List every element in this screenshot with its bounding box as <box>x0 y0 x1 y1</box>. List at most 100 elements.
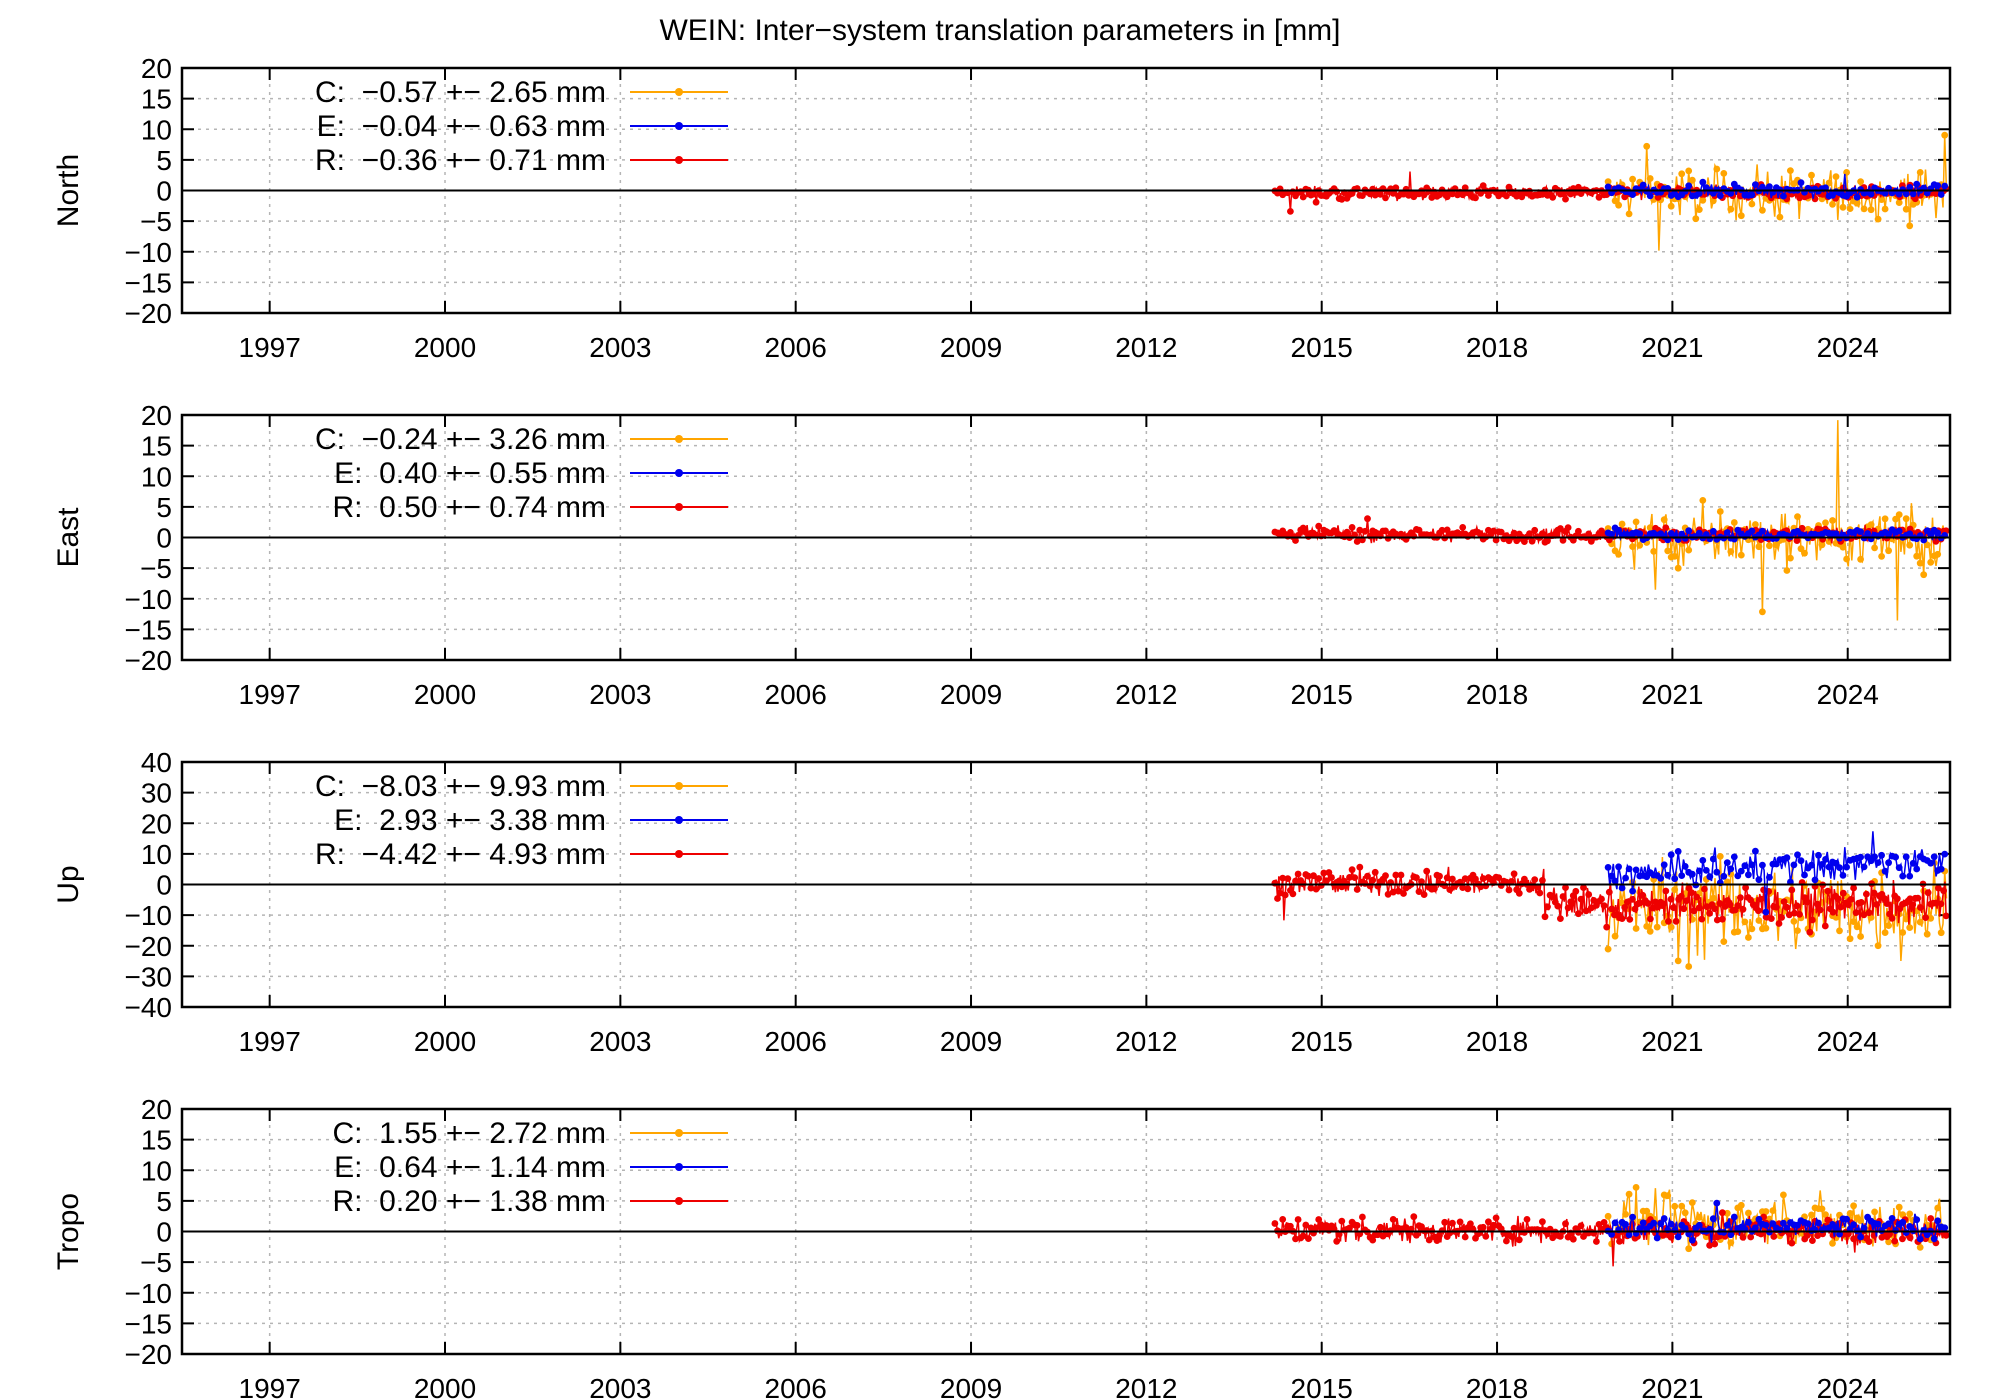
data-point-C <box>1832 913 1840 921</box>
y-tick-label: 15 <box>141 1125 172 1156</box>
data-point-R <box>1531 526 1539 534</box>
data-point-C <box>1692 215 1700 223</box>
data-point-C <box>1829 517 1836 524</box>
data-point-C <box>1709 197 1717 205</box>
data-point-E <box>1608 872 1615 880</box>
data-point-R <box>1567 190 1575 198</box>
data-point-R <box>1292 1235 1299 1243</box>
y-tick-label: −20 <box>125 298 173 329</box>
data-point-R <box>1775 920 1783 927</box>
data-point-R <box>1497 528 1505 536</box>
data-point-R <box>1803 898 1811 906</box>
x-tick-label: 2024 <box>1817 332 1879 363</box>
data-point-C <box>1934 550 1942 558</box>
data-point-R <box>1636 899 1644 907</box>
data-point-R <box>1773 903 1780 911</box>
data-point-C <box>1867 206 1875 214</box>
data-point-E <box>1818 861 1826 868</box>
data-point-R <box>1778 914 1785 921</box>
data-point-R <box>1397 871 1405 879</box>
data-point-E <box>1853 193 1861 201</box>
data-point-R <box>1865 909 1873 917</box>
legend-marker-R <box>675 156 683 164</box>
y-tick-label: −10 <box>125 237 173 268</box>
data-point-C <box>1808 1211 1815 1219</box>
data-point-R <box>1299 193 1307 201</box>
data-point-R <box>1600 902 1608 909</box>
data-point-R <box>1459 191 1467 199</box>
data-point-R <box>1711 1240 1719 1248</box>
data-point-E <box>1745 871 1752 879</box>
data-point-R <box>1618 915 1626 922</box>
data-point-C <box>1829 1239 1836 1247</box>
data-point-R <box>1418 878 1425 886</box>
data-point-R <box>1569 1235 1577 1243</box>
data-point-C <box>1688 1199 1696 1206</box>
data-point-R <box>1747 1233 1755 1241</box>
data-point-R <box>1603 923 1611 931</box>
data-point-E <box>1815 1219 1822 1227</box>
data-point-C <box>1625 1190 1633 1198</box>
data-point-C <box>1899 929 1907 936</box>
y-tick-label: 5 <box>156 1186 172 1217</box>
data-point-R <box>1528 537 1536 545</box>
data-point-R <box>1839 889 1847 897</box>
data-point-C <box>1636 542 1644 549</box>
data-point-R <box>1654 194 1662 201</box>
data-point-E <box>1625 865 1633 873</box>
legend-marker-C <box>675 88 683 96</box>
plot-frame <box>180 413 1952 662</box>
data-point-E <box>1909 190 1917 198</box>
data-point-R <box>1438 526 1446 534</box>
data-point-E <box>1745 1218 1752 1226</box>
data-point-E <box>1716 192 1724 200</box>
data-point-C <box>1716 853 1724 860</box>
data-point-R <box>1829 908 1837 916</box>
data-point-C <box>1629 543 1636 550</box>
data-point-R <box>1449 875 1456 883</box>
data-point-R <box>1559 536 1567 544</box>
data-point-E <box>1639 1219 1647 1227</box>
data-point-E <box>1695 529 1703 537</box>
data-point-E <box>1674 1233 1682 1241</box>
legend-label-E: E: 0.40 +− 0.55 mm <box>334 457 606 490</box>
data-point-R <box>1567 898 1575 906</box>
data-point-R <box>1762 913 1770 921</box>
data-point-R <box>1420 191 1428 199</box>
data-point-R <box>1343 528 1351 536</box>
data-point-E <box>1706 535 1714 543</box>
data-point-C <box>1699 196 1707 204</box>
data-point-R <box>1711 905 1719 913</box>
data-point-C <box>1850 918 1857 925</box>
data-point-R <box>1595 193 1603 201</box>
legend-label-R: R: 0.50 +− 0.74 mm <box>333 491 606 524</box>
data-point-E <box>1867 190 1875 198</box>
data-point-C <box>1748 200 1756 208</box>
data-point-R <box>1587 904 1595 912</box>
data-point-C <box>1699 497 1707 504</box>
data-point-E <box>1839 872 1847 879</box>
data-point-E <box>1650 1219 1658 1227</box>
data-point-R <box>1433 1237 1441 1244</box>
x-tick-label: 2003 <box>589 679 651 710</box>
y-tick-label: 15 <box>141 84 172 115</box>
data-point-E <box>1888 1215 1896 1222</box>
y-tick-label: −20 <box>125 645 173 676</box>
x-tick-label: 2006 <box>765 1373 827 1400</box>
data-point-R <box>1477 189 1485 197</box>
data-point-C <box>1671 886 1679 893</box>
data-point-R <box>1333 1237 1341 1245</box>
data-point-R <box>1690 907 1698 915</box>
data-point-R <box>1557 525 1564 532</box>
y-tick-label: 5 <box>156 145 172 176</box>
data-point-E <box>1836 864 1843 871</box>
data-point-R <box>1420 891 1428 898</box>
data-point-C <box>1906 541 1914 549</box>
data-point-C <box>1836 927 1843 935</box>
data-point-C <box>1801 549 1808 557</box>
data-point-R <box>1395 887 1402 895</box>
data-point-R <box>1906 895 1914 903</box>
data-point-R <box>1456 1218 1464 1226</box>
data-point-R <box>1359 192 1366 200</box>
